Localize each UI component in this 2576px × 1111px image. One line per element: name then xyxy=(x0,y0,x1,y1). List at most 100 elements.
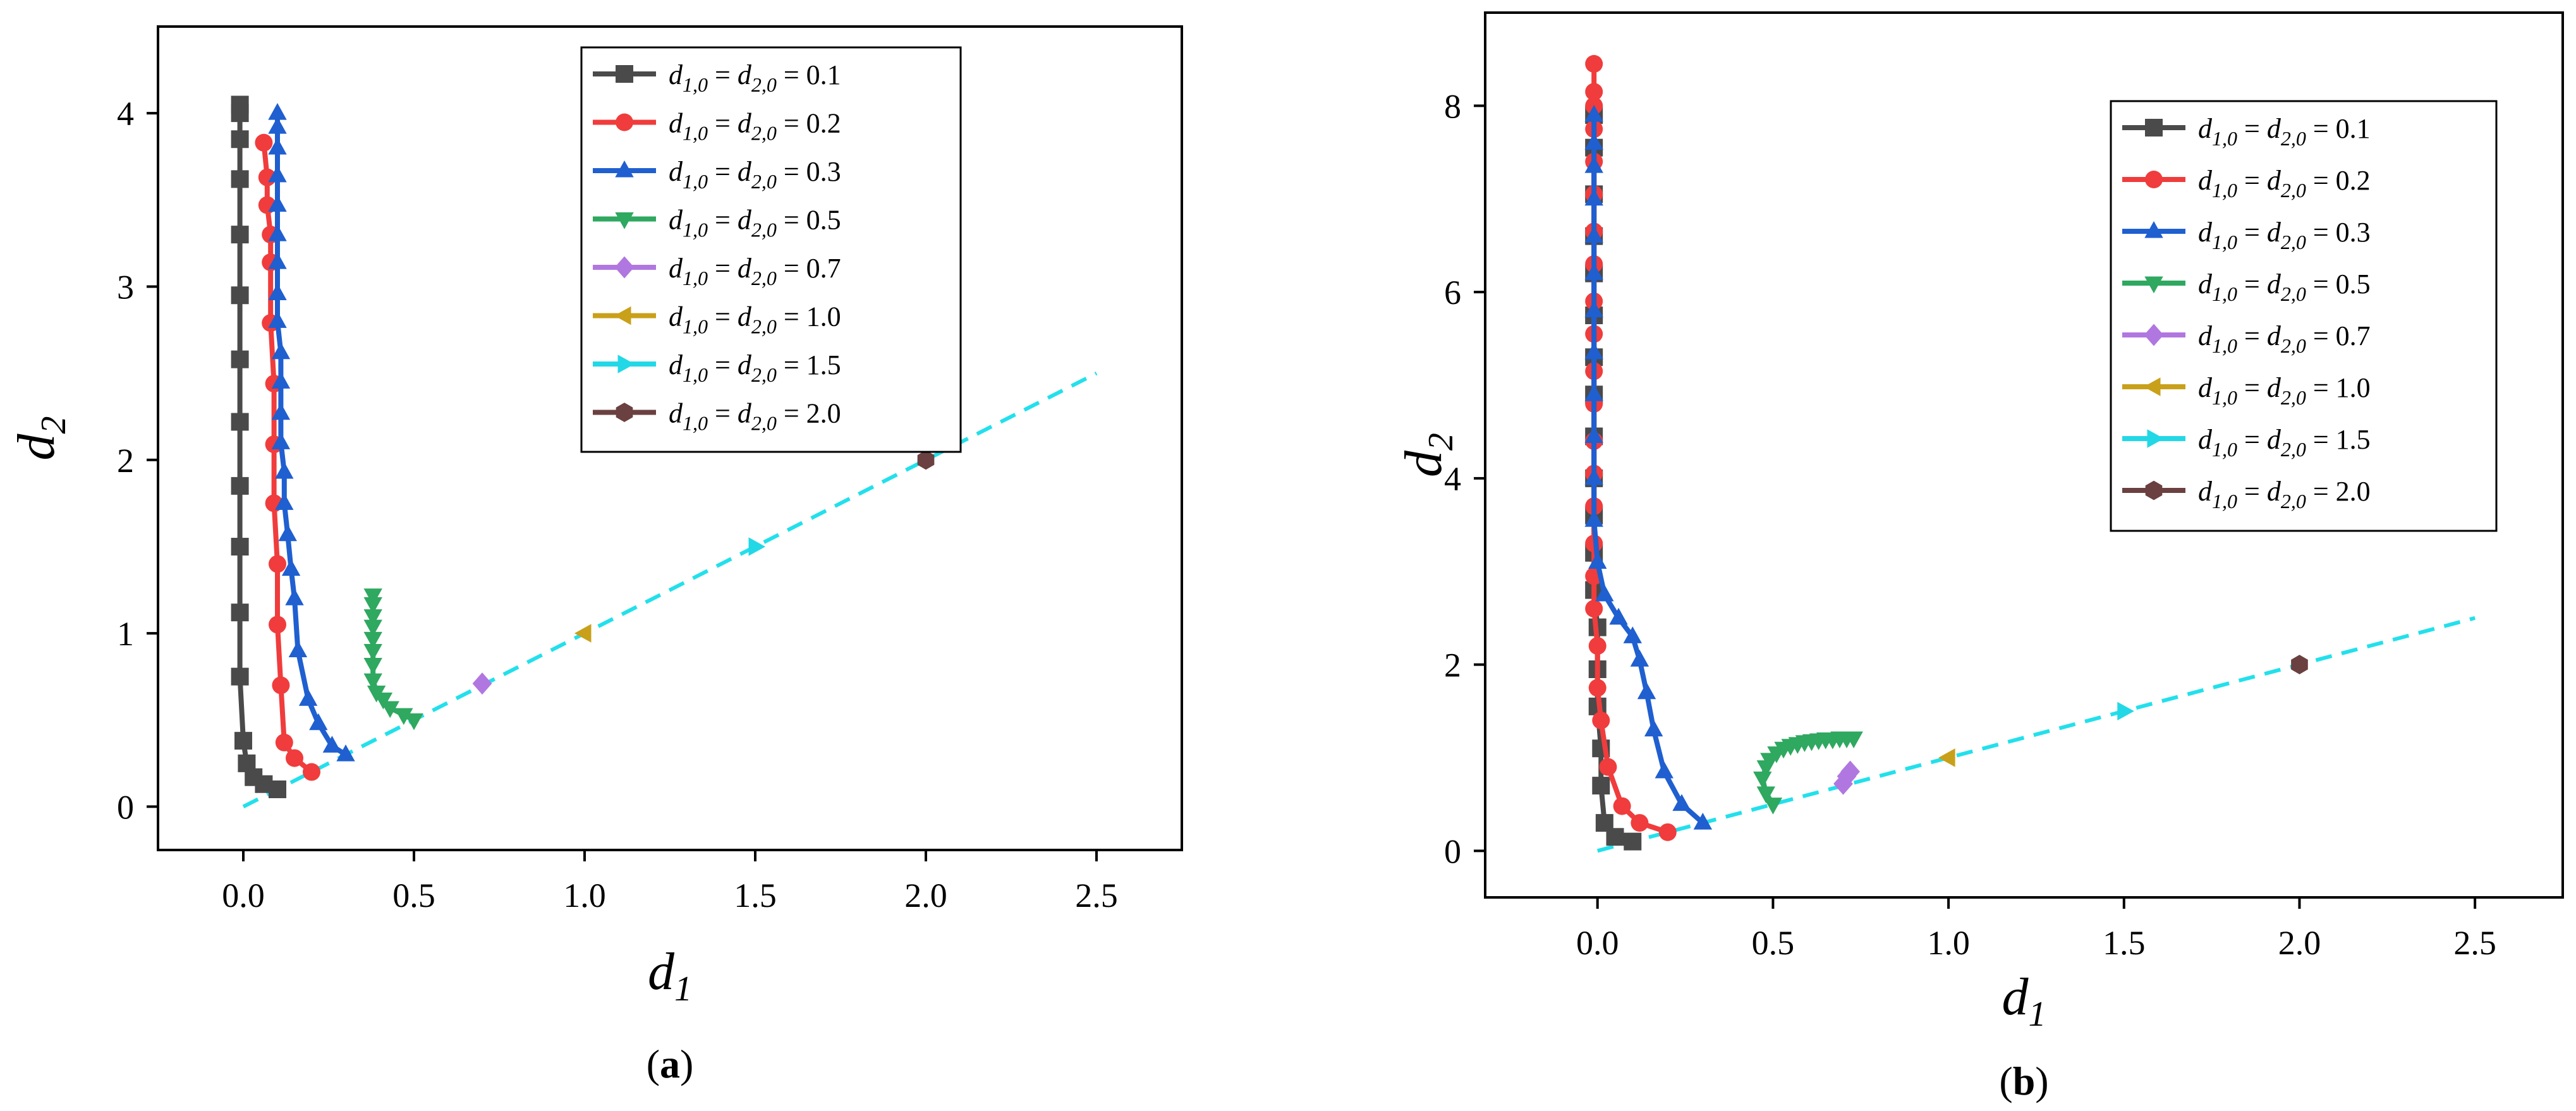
y-tick-label: 2 xyxy=(1444,647,1461,684)
series-2 xyxy=(255,133,320,781)
plot-frame xyxy=(1484,11,2564,899)
legend-item: d1,0 = d2,0 = 0.2 xyxy=(593,108,841,145)
data-point xyxy=(1585,600,1603,618)
data-point xyxy=(271,403,291,420)
data-point xyxy=(231,286,249,305)
data-point xyxy=(268,137,287,155)
legend-label: d1,0 = d2,0 = 1.5 xyxy=(2198,424,2371,461)
legend-item: d1,0 = d2,0 = 1.5 xyxy=(593,349,841,386)
legend-marker xyxy=(2143,377,2161,396)
data-point xyxy=(268,311,287,328)
data-point xyxy=(271,372,291,389)
legend-label: d1,0 = d2,0 = 0.7 xyxy=(669,253,841,289)
data-point xyxy=(1592,712,1610,729)
data-point xyxy=(271,432,291,449)
data-point xyxy=(363,597,382,614)
data-point xyxy=(268,165,287,183)
legend-item: d1,0 = d2,0 = 0.5 xyxy=(593,205,841,241)
data-point xyxy=(1613,797,1631,815)
legend-item: d1,0 = d2,0 = 0.3 xyxy=(2122,217,2371,253)
legend-marker xyxy=(2145,119,2163,137)
data-point xyxy=(394,708,413,725)
data-point xyxy=(380,701,399,719)
panel-a: 0.0 0.5 1.0 1.5 2.0 2.5 0 1 2 3 4 d1 d2 (a) d1,0 = d2,… xyxy=(7,25,1183,1086)
data-point xyxy=(268,224,287,241)
legend-item: d1,0 = d2,0 = 0.2 xyxy=(2122,165,2371,202)
y-tick-label: 1 xyxy=(117,615,134,653)
series-7 xyxy=(2117,701,2134,720)
data-point xyxy=(238,754,256,772)
data-point xyxy=(268,283,287,300)
legend-label: d1,0 = d2,0 = 1.5 xyxy=(669,349,841,386)
x-tick-label: 2.0 xyxy=(904,877,947,914)
legend-label: d1,0 = d2,0 = 1.0 xyxy=(2198,372,2371,409)
plot-area xyxy=(1584,55,2476,853)
data-point xyxy=(1672,794,1691,811)
data-point xyxy=(231,537,249,556)
data-point xyxy=(2291,655,2308,674)
data-point xyxy=(1623,626,1642,643)
series-3 xyxy=(1584,105,1713,830)
data-point xyxy=(303,763,320,781)
data-point xyxy=(231,667,249,686)
data-point xyxy=(1584,188,1603,206)
data-point xyxy=(1588,637,1607,655)
series-6 xyxy=(1938,748,1955,767)
legend-box xyxy=(2110,100,2498,532)
data-point xyxy=(1584,468,1603,485)
data-point xyxy=(336,744,355,762)
legend-box xyxy=(580,46,962,453)
legend-label: d1,0 = d2,0 = 0.3 xyxy=(669,156,841,193)
data-point xyxy=(1753,771,1772,789)
legend-item: d1,0 = d2,0 = 2.0 xyxy=(593,398,841,435)
x-tick-label: 0.5 xyxy=(392,877,435,914)
data-point xyxy=(363,631,382,649)
series-4 xyxy=(363,588,423,731)
data-point xyxy=(367,685,386,703)
legend-marker xyxy=(615,212,634,229)
y-tick-label: 8 xyxy=(1444,87,1461,125)
legend-label: d1,0 = d2,0 = 2.0 xyxy=(669,398,841,435)
data-point xyxy=(1658,823,1677,841)
data-point xyxy=(1584,226,1603,243)
data-point xyxy=(275,493,294,510)
legend-marker xyxy=(2145,171,2163,188)
data-point xyxy=(1844,731,1863,749)
plot-frame xyxy=(157,25,1183,851)
legend-item: d1,0 = d2,0 = 1.5 xyxy=(2122,424,2371,461)
data-point xyxy=(1624,832,1642,851)
legend-item: d1,0 = d2,0 = 1.0 xyxy=(593,301,841,338)
x-tick-label: 2.5 xyxy=(2453,924,2496,962)
legend-label: d1,0 = d2,0 = 0.3 xyxy=(2198,217,2371,253)
equilibrium-line xyxy=(1596,616,2476,853)
data-point xyxy=(363,644,382,661)
series-6 xyxy=(574,624,592,643)
data-point xyxy=(285,588,304,605)
x-tick-label: 0.5 xyxy=(1752,924,1795,962)
legend-item: d1,0 = d2,0 = 0.7 xyxy=(2122,320,2371,357)
data-point xyxy=(231,95,249,114)
data-point xyxy=(1584,510,1603,527)
y-tick-label: 4 xyxy=(1444,460,1461,498)
data-point xyxy=(272,676,290,695)
legend-item: d1,0 = d2,0 = 0.5 xyxy=(2122,269,2371,305)
data-point xyxy=(1584,342,1603,360)
data-point xyxy=(1655,761,1674,779)
data-point xyxy=(275,461,294,479)
data-point xyxy=(231,130,249,149)
series-1 xyxy=(231,95,286,798)
data-point xyxy=(268,103,287,120)
data-point xyxy=(268,195,287,212)
data-point xyxy=(748,537,766,556)
data-point xyxy=(363,619,382,637)
panel-b: 0.0 0.5 1.0 1.5 2.0 2.5 0 2 4 6 8 d1 d2 (b) d1,0 = d2,… xyxy=(1394,11,2564,1103)
data-point xyxy=(1637,682,1656,700)
data-point xyxy=(1584,133,1603,150)
data-point xyxy=(268,252,287,269)
data-point xyxy=(1584,156,1603,173)
legend-label: d1,0 = d2,0 = 0.2 xyxy=(669,108,841,145)
y-tick-label: 4 xyxy=(117,95,134,133)
panel-label: (a) xyxy=(647,1041,694,1086)
data-point xyxy=(231,170,249,188)
x-tick-label: 1.5 xyxy=(2103,924,2146,962)
